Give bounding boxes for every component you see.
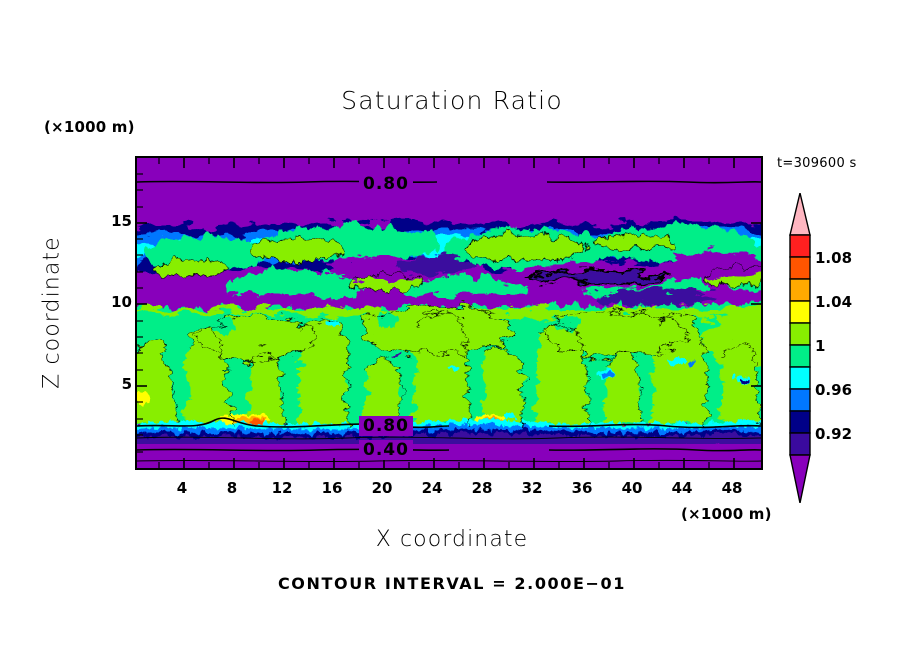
x-tick: 28 [471, 479, 493, 497]
colorbar[interactable]: 1.08 1.04 1 0.96 0.92 [789, 192, 852, 504]
y-tick: 5 [121, 375, 132, 393]
colorbar-tick-label: 1 [815, 337, 826, 355]
y-axis-tick-labels: 15 10 5 [90, 156, 132, 470]
colorbar-tick-label: 1.04 [815, 293, 853, 311]
contour-label-base: 0.80 [359, 416, 413, 436]
x-tick: 44 [671, 479, 693, 497]
colorbar-tick-label: 0.92 [815, 425, 853, 443]
x-tick: 20 [371, 479, 393, 497]
y-axis-title: Z coordinate [39, 236, 65, 389]
contour-label-top: 0.80 [359, 174, 413, 194]
y-tick: 15 [111, 212, 132, 230]
tick-marks [137, 158, 761, 468]
contour-label-lower: 0.40 [359, 440, 413, 460]
x-axis-title: X coordinate [375, 527, 529, 552]
timestamp-label: t=309600 s [777, 156, 857, 171]
y-axis-units-label: (×1000 m) [44, 118, 135, 136]
x-tick: 40 [621, 479, 643, 497]
contour-plot-panel[interactable]: 0.80 0.80 0.40 [135, 156, 763, 470]
colorbar-tick-label: 0.96 [815, 381, 853, 399]
x-tick: 48 [721, 479, 743, 497]
x-tick: 24 [421, 479, 443, 497]
x-tick: 32 [521, 479, 543, 497]
contour-interval-caption: CONTOUR INTERVAL = 2.000E−01 [277, 574, 627, 593]
x-tick: 36 [571, 479, 593, 497]
colorbar-swatches [789, 192, 811, 504]
contour-field [137, 158, 761, 468]
x-axis-units-label: (×1000 m) [681, 505, 772, 523]
colorbar-tick-label: 1.08 [815, 249, 853, 267]
page-title: Saturation Ratio [341, 86, 563, 115]
y-tick: 10 [111, 293, 132, 311]
x-tick: 8 [226, 479, 238, 497]
x-tick: 4 [176, 479, 188, 497]
x-tick: 12 [271, 479, 293, 497]
x-tick: 16 [321, 479, 343, 497]
